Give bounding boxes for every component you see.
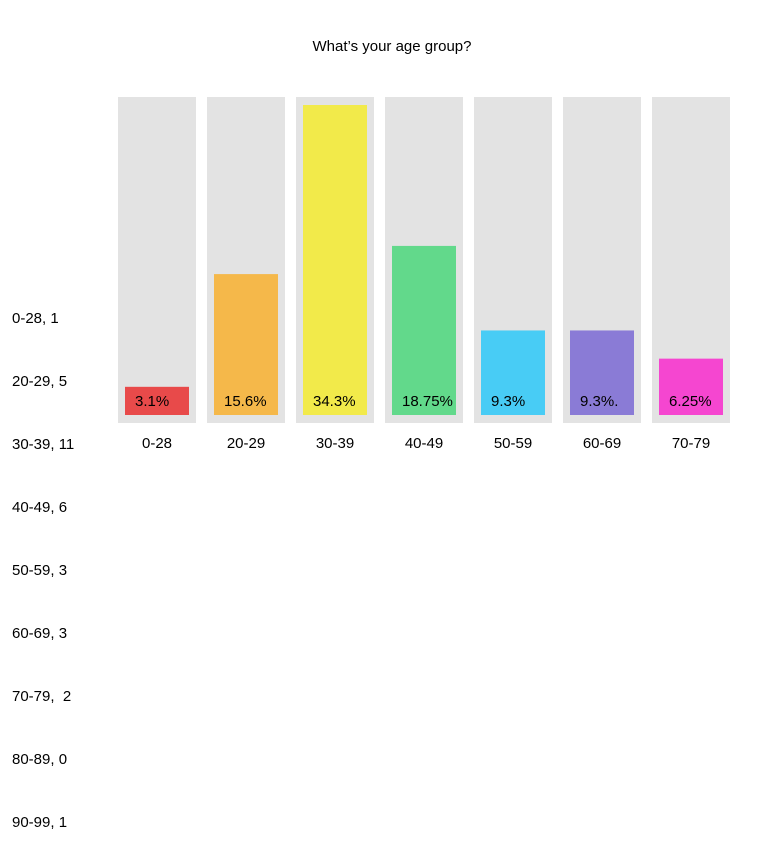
bar-40-49: [392, 245, 456, 415]
x-tick-label: 60-69: [583, 435, 621, 452]
x-tick-label: 40-49: [405, 435, 443, 452]
x-tick-label: 20-29: [227, 435, 265, 452]
legend-entry: 60-69, 3: [12, 625, 68, 642]
x-tick-label: 0-28: [142, 435, 172, 452]
chart-title: What’s your age group?: [312, 38, 472, 55]
bar-value-label: 34.3%: [313, 393, 356, 410]
bar-value-label: 9.3%: [491, 393, 525, 410]
x-tick-label: 70-79: [672, 435, 710, 452]
bar-value-label: 18.75%: [402, 393, 453, 410]
bar-20-29: [214, 274, 278, 415]
legend-entry: 50-59, 3: [12, 562, 68, 579]
bar-track: [118, 97, 196, 423]
bar-70-79: [659, 358, 723, 415]
bar-value-label: 9.3%.: [580, 393, 618, 410]
legend-entry: 40-49, 6: [12, 499, 68, 516]
legend-entry: 80-89, 0: [12, 751, 68, 768]
legend-entry: 70-79, 2: [12, 688, 72, 705]
bar-50-59: [481, 330, 545, 415]
bar-30-39: [303, 105, 367, 415]
legend-entry: 90-99, 1: [12, 814, 68, 831]
bar-chart: 3.1% 0-28 15.6% 20-29 34.3% 30-39 18.75% 40-49 9…: [118, 97, 730, 452]
legend-entry: 0-28, 1: [12, 310, 59, 327]
legend-entry: 20-29, 5: [12, 373, 68, 390]
bar-60-69: [570, 330, 634, 415]
bar-value-label: 15.6%: [224, 393, 267, 410]
bar-0-28: [125, 386, 189, 415]
legend-entry: 30-39, 11: [12, 436, 75, 453]
x-tick-label: 50-59: [494, 435, 532, 452]
bar-value-label: 3.1%: [135, 393, 169, 410]
x-tick-label: 30-39: [316, 435, 354, 452]
bar-value-label: 6.25%: [669, 393, 712, 410]
